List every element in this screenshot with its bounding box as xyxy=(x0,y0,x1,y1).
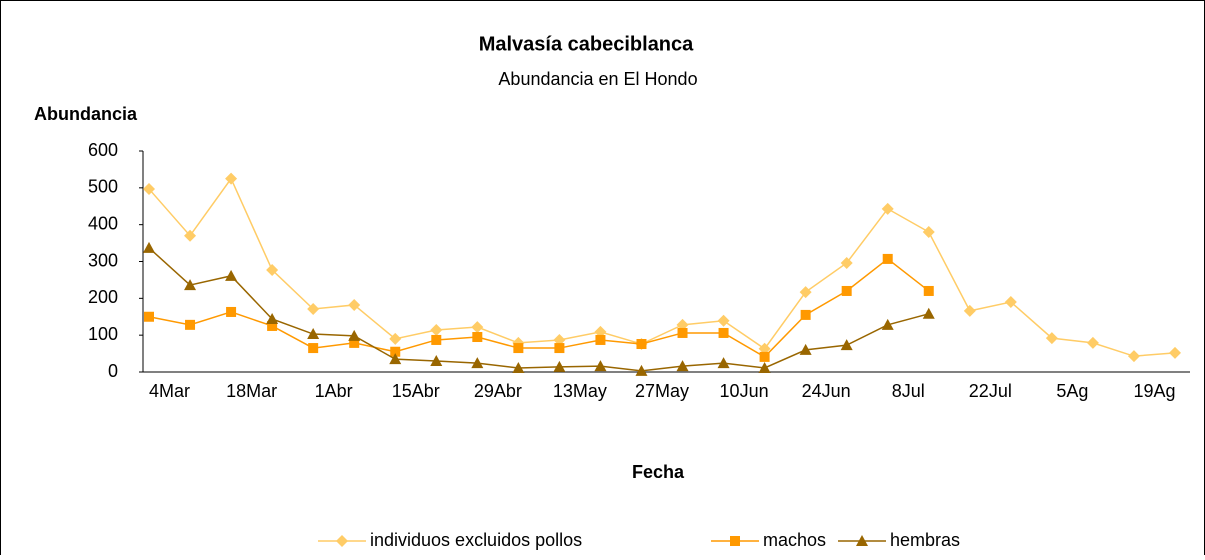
y-axis-label: Abundancia xyxy=(34,104,138,124)
data-point xyxy=(389,353,402,365)
data-point xyxy=(1127,350,1140,363)
data-point xyxy=(266,312,279,324)
data-point xyxy=(635,364,648,376)
data-point xyxy=(471,357,484,369)
series-line xyxy=(148,257,930,358)
data-point xyxy=(1169,346,1181,359)
x-tick-label: 27May xyxy=(635,381,689,401)
series-line xyxy=(148,177,1176,357)
data-point xyxy=(390,346,401,357)
data-point xyxy=(759,351,770,362)
data-point xyxy=(636,339,647,350)
y-tick-label: 200 xyxy=(88,287,118,307)
x-tick-label: 22Jul xyxy=(969,381,1012,401)
y-tick-label: 600 xyxy=(88,140,118,160)
data-point xyxy=(840,256,853,269)
data-point xyxy=(389,332,402,345)
data-point xyxy=(882,253,893,264)
data-point xyxy=(553,333,566,346)
data-point xyxy=(718,327,729,338)
data-point xyxy=(471,321,484,334)
data-point xyxy=(307,328,320,340)
y-tick-label: 100 xyxy=(88,324,118,344)
y-tick-label: 500 xyxy=(88,177,118,197)
legend-marker xyxy=(856,535,868,546)
x-tick-label: 4Mar xyxy=(149,381,190,401)
data-point xyxy=(143,241,155,253)
data-point xyxy=(512,361,525,373)
data-point xyxy=(513,343,524,354)
data-point xyxy=(349,337,360,348)
data-point xyxy=(1004,296,1017,309)
x-tick-label: 8Jul xyxy=(892,381,925,401)
data-point xyxy=(143,182,155,195)
data-point xyxy=(472,332,483,343)
legend-marker xyxy=(336,535,348,547)
data-point xyxy=(307,303,320,316)
x-tick-label: 10Jun xyxy=(720,381,769,401)
x-tick-label: 5Ag xyxy=(1056,381,1088,401)
data-point xyxy=(923,285,934,296)
data-point xyxy=(881,202,894,215)
legend-label: machos xyxy=(763,530,826,550)
x-tick-label: 1Abr xyxy=(315,381,353,401)
data-point xyxy=(348,329,361,341)
data-point xyxy=(308,343,319,354)
chart-title: Malvasía cabeciblanca xyxy=(479,33,694,55)
data-point xyxy=(717,314,730,327)
data-point xyxy=(717,357,730,369)
data-point xyxy=(758,361,771,373)
data-point xyxy=(881,318,894,330)
data-point xyxy=(800,309,811,320)
x-tick-label: 15Abr xyxy=(392,381,440,401)
data-point xyxy=(554,343,565,354)
data-point xyxy=(267,320,278,331)
data-point xyxy=(676,318,689,331)
data-point xyxy=(226,306,237,317)
series-line xyxy=(148,247,929,372)
data-point xyxy=(595,334,606,345)
data-point xyxy=(144,311,154,322)
data-point xyxy=(1086,336,1099,349)
chart-subtitle: Abundancia en El Hondo xyxy=(498,69,697,89)
x-tick-label: 18Mar xyxy=(226,381,277,401)
data-point xyxy=(1045,332,1058,345)
legend-label: individuos excluidos pollos xyxy=(370,530,582,550)
y-tick-label: 300 xyxy=(88,250,118,270)
data-point xyxy=(799,343,812,355)
data-point xyxy=(758,342,771,355)
data-point xyxy=(799,286,812,299)
data-point xyxy=(348,298,361,311)
data-point xyxy=(677,327,688,338)
data-point xyxy=(594,325,607,338)
data-point xyxy=(840,339,853,351)
x-tick-label: 24Jun xyxy=(802,381,851,401)
data-point xyxy=(430,354,443,366)
data-point xyxy=(431,334,442,345)
data-point xyxy=(922,307,935,319)
x-tick-label: 13May xyxy=(553,381,607,401)
x-tick-label: 19Ag xyxy=(1133,381,1175,401)
data-point xyxy=(430,324,443,337)
y-tick-label: 0 xyxy=(108,361,118,381)
legend-label: hembras xyxy=(890,530,960,550)
data-point xyxy=(225,269,238,281)
x-axis-label: Fecha xyxy=(632,462,685,482)
data-point xyxy=(553,360,566,372)
data-point xyxy=(266,263,279,276)
data-point xyxy=(594,360,607,372)
data-point xyxy=(922,226,935,239)
y-tick-label: 400 xyxy=(88,213,118,233)
data-point xyxy=(225,172,238,185)
data-point xyxy=(676,360,689,372)
data-point xyxy=(184,279,197,291)
data-point xyxy=(841,285,852,296)
data-point xyxy=(185,319,196,330)
legend-marker xyxy=(730,536,740,546)
x-tick-label: 29Abr xyxy=(474,381,522,401)
data-point xyxy=(184,229,197,242)
data-point xyxy=(963,304,976,317)
